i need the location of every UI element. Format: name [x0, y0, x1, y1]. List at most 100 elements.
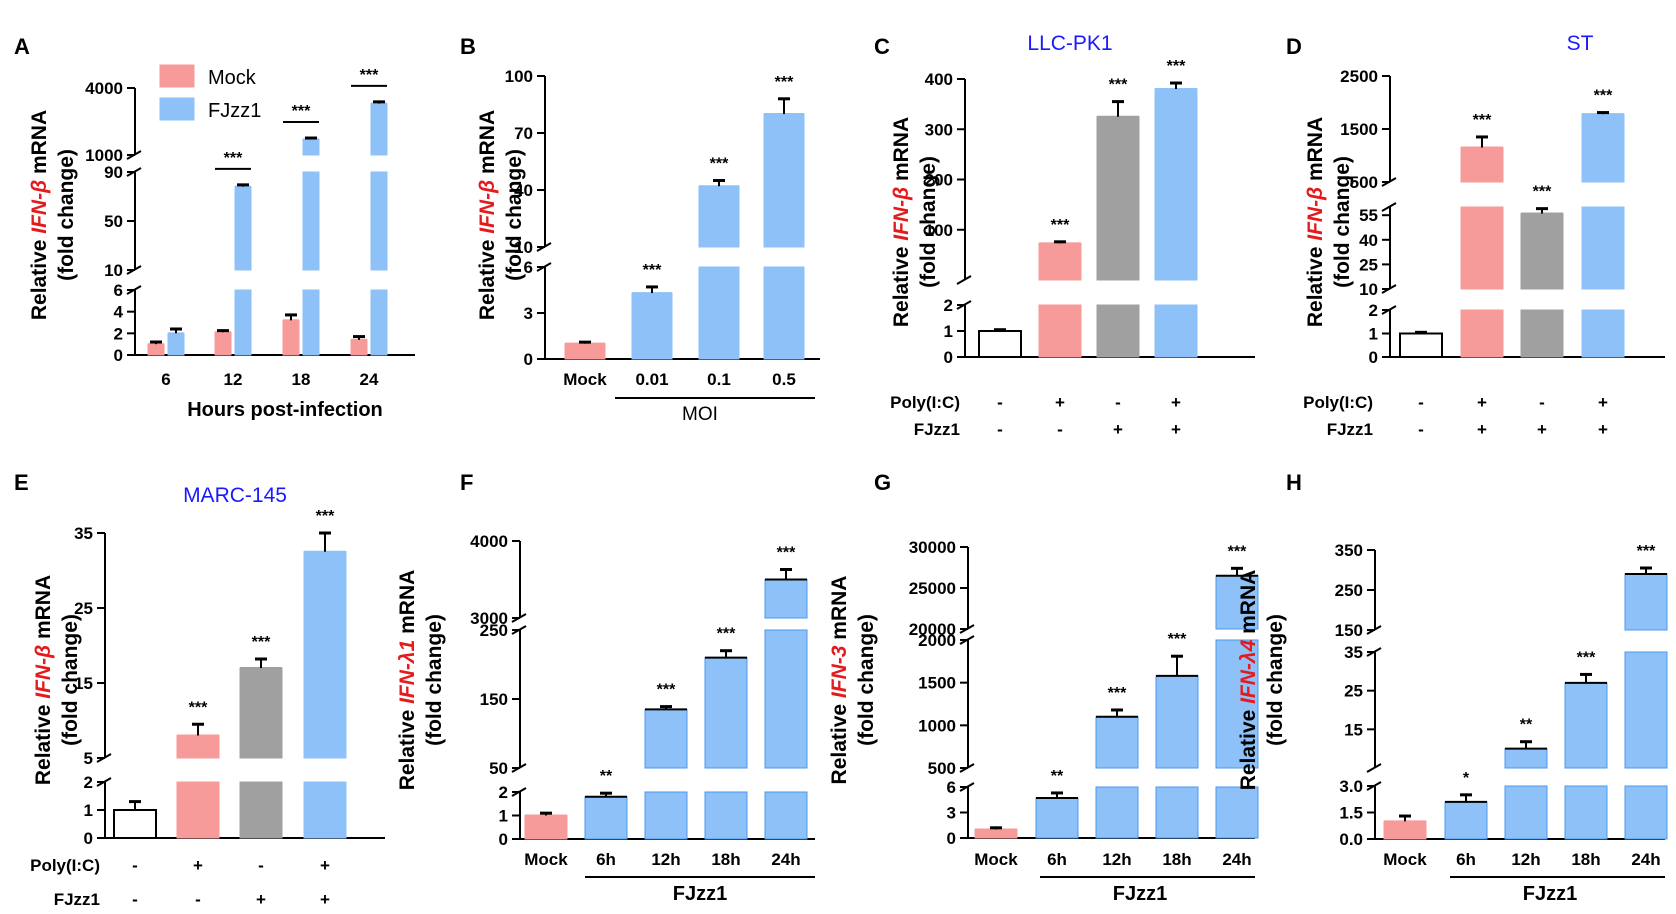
y-tick-label: 0	[499, 830, 508, 849]
y-title-gene: IFN-β	[890, 187, 913, 241]
y-tick-label: 10	[514, 238, 533, 257]
bar	[1581, 206, 1625, 290]
x-category-label: Mock	[524, 850, 568, 869]
y-tick-label: 35	[74, 524, 93, 543]
bar	[763, 113, 805, 248]
y-tick-label: 200	[925, 171, 953, 190]
bar	[1564, 785, 1608, 840]
y-tick-label: 0	[944, 348, 953, 367]
group-label: FJzz1	[1523, 883, 1577, 905]
significance-label: ***	[775, 74, 794, 91]
significance-label: ***	[1109, 77, 1128, 94]
y-tick-label: 6	[524, 258, 533, 277]
x-category-label: 6h	[1047, 850, 1067, 869]
y-tick-label: 1	[84, 801, 93, 820]
x-category-label: Mock	[1383, 850, 1427, 869]
cell-line-title: ST	[1567, 32, 1594, 55]
x-category-label: 24h	[771, 850, 800, 869]
bar	[644, 708, 688, 769]
bar	[1215, 786, 1259, 839]
axis-break-mark	[959, 782, 975, 792]
y-title-gene: IFN-β	[1304, 187, 1327, 241]
bar	[631, 292, 673, 360]
cell-line-title: MARC-145	[183, 484, 287, 507]
significance-label: ***	[1533, 184, 1552, 201]
condition-sign: +	[1598, 420, 1608, 439]
bar-fjzz1	[234, 289, 252, 356]
bar	[1520, 309, 1564, 358]
axis-break-mark	[511, 787, 527, 797]
y-tick-label: 400	[925, 70, 953, 89]
bar	[974, 829, 1018, 839]
y-tick-label: 500	[1350, 173, 1378, 192]
condition-label: FJzz1	[1327, 420, 1373, 439]
significance-label: ***	[717, 626, 736, 643]
bar	[704, 791, 748, 840]
x-category-label: 12h	[651, 850, 680, 869]
bar	[1624, 573, 1668, 631]
bar-fjzz1	[167, 332, 185, 356]
bar-fjzz1	[234, 186, 252, 271]
bar	[1095, 716, 1139, 769]
y-tick-label: 25	[1359, 255, 1378, 274]
significance-label: ***	[224, 150, 243, 167]
y-tick-label: 40	[1359, 231, 1378, 250]
axis-break-mark	[126, 285, 142, 295]
bar	[113, 809, 157, 839]
condition-sign: +	[320, 856, 330, 875]
significance-label: ***	[1637, 543, 1656, 560]
significance-label: ***	[360, 67, 379, 84]
bar-fjzz1	[370, 103, 388, 156]
panel-label-H: H	[1286, 470, 1302, 495]
y-tick-label: 25	[1344, 682, 1363, 701]
y-title-prefix: Relative	[828, 698, 851, 784]
panel-label-B: B	[460, 34, 476, 59]
panel-B: B 0 3 610 40 70 100 Relative IFN-β mRNA(fold ch…	[460, 34, 820, 425]
y-tick-label: 40	[514, 181, 533, 200]
y-title-suffix: mRNA	[28, 110, 51, 180]
y-title-prefix: Relative	[1237, 704, 1260, 790]
bar	[1096, 116, 1140, 281]
y-axis-title-line2: (fold change)	[1264, 614, 1287, 746]
y-title-gene: IFN-β	[28, 180, 51, 234]
bar	[1035, 797, 1079, 839]
significance-label: ***	[1051, 217, 1070, 234]
legend-swatch-mock	[159, 64, 195, 88]
y-axis-title: Relative IFN-3 mRNA	[828, 576, 851, 785]
bar	[644, 791, 688, 840]
x-category-label: 12h	[1102, 850, 1131, 869]
bar	[1399, 332, 1443, 358]
bar	[239, 667, 283, 759]
y-axis-title-line2: (fold change)	[423, 614, 446, 746]
significance-label: ***	[252, 634, 271, 651]
y-tick-label: 150	[1335, 621, 1363, 640]
significance-label: ***	[1473, 112, 1492, 129]
x-category-label: 18h	[1162, 850, 1191, 869]
bar	[764, 629, 808, 769]
y-tick-label: 2	[84, 773, 93, 792]
condition-sign: -	[1418, 420, 1424, 439]
significance-label: **	[1520, 717, 1533, 734]
x-category-label: 24h	[1631, 850, 1660, 869]
bar-mock	[282, 319, 300, 356]
x-category-label: 12h	[1511, 850, 1540, 869]
condition-sign: -	[195, 890, 201, 909]
y-tick-label: 1500	[918, 674, 956, 693]
bar-mock	[147, 343, 165, 356]
bar	[1038, 242, 1082, 281]
condition-label: Poly(I:C)	[890, 393, 960, 412]
bar	[239, 781, 283, 839]
x-category-label: Mock	[974, 850, 1018, 869]
x-category-label: 0.5	[772, 370, 796, 389]
significance-label: ***	[1168, 631, 1187, 648]
y-tick-label: 3.0	[1339, 777, 1363, 796]
significance-label: ***	[643, 262, 662, 279]
y-tick-label: 3000	[470, 609, 508, 628]
bar	[524, 815, 568, 840]
y-title-gene: IFN-β	[476, 180, 499, 234]
axis-break-mark	[959, 635, 975, 645]
y-tick-label: 0.0	[1339, 830, 1363, 849]
y-tick-label: 2	[944, 296, 953, 315]
